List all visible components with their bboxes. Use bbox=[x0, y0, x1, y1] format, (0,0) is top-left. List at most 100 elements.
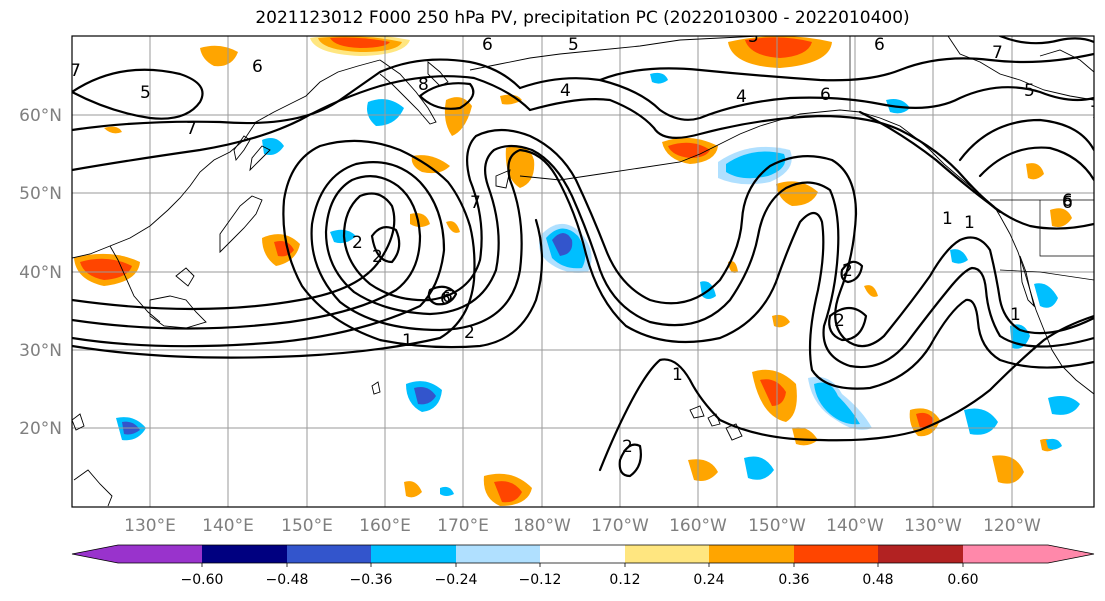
contour-label: 6 bbox=[442, 287, 453, 307]
lon-label: 160°E bbox=[359, 516, 411, 536]
precip-positive-area bbox=[916, 412, 934, 429]
precip-positive-area bbox=[411, 155, 450, 174]
contour-label: 4 bbox=[736, 87, 747, 107]
colorbar-tick-label: −0.60 bbox=[181, 572, 224, 588]
contour-label: 1 bbox=[402, 331, 413, 351]
contour-label: 5 bbox=[568, 35, 579, 55]
graticule bbox=[72, 36, 1094, 507]
colorbar-outline bbox=[71, 544, 1095, 564]
colorbar: −0.60 −0.48 −0.36 −0.24 −0.12 0.12 0.24 … bbox=[71, 544, 1095, 588]
lon-label: 140°E bbox=[202, 516, 254, 536]
contour-label: 6 bbox=[874, 35, 885, 55]
lon-label: 170°W bbox=[591, 516, 649, 536]
precip-negative-area bbox=[262, 138, 284, 155]
precipitation-fills bbox=[74, 36, 1080, 506]
precip-positive-area bbox=[410, 213, 430, 227]
contour-label: 6 bbox=[482, 35, 493, 55]
precip-negative-area bbox=[552, 233, 573, 256]
precip-negative-area bbox=[1048, 396, 1080, 415]
map-title: 2021123012 F000 250 hPa PV, precipitatio… bbox=[255, 8, 910, 28]
colorbar-tick-label: 0.60 bbox=[947, 572, 978, 588]
contour-label: 5 bbox=[1024, 81, 1035, 101]
contour-label: 1 bbox=[964, 213, 975, 233]
contour-label: 4 bbox=[560, 81, 571, 101]
precip-positive-area bbox=[104, 126, 122, 134]
contour-label: 5 bbox=[140, 83, 151, 103]
colorbar-segment bbox=[456, 545, 540, 563]
precip-negative-area bbox=[726, 151, 786, 179]
map-frame bbox=[71, 35, 1095, 508]
lon-label: 150°W bbox=[748, 516, 806, 536]
precip-negative-area bbox=[440, 486, 454, 496]
contour-label: 6 bbox=[1062, 191, 1073, 211]
colorbar-ticks bbox=[201, 563, 964, 567]
colorbar-segment bbox=[963, 545, 1094, 563]
contour-label: 7 bbox=[186, 119, 197, 139]
precip-positive-area bbox=[80, 258, 132, 280]
lon-label: 150°E bbox=[281, 516, 333, 536]
colorbar-segment bbox=[72, 545, 202, 563]
precip-positive-area bbox=[992, 455, 1024, 484]
contour-labels: 7 6 5 7 5 6 4 8 6 5 4 6 6 7 5 7 6 7 2 6 … bbox=[72, 27, 1101, 457]
precip-negative-area bbox=[814, 382, 860, 425]
precip-negative-area bbox=[744, 456, 774, 480]
contour-label: 8 bbox=[418, 75, 429, 95]
contour-label: 7 bbox=[1090, 103, 1101, 123]
colorbar-tick-label: 0.24 bbox=[693, 572, 724, 588]
precip-positive-area bbox=[444, 97, 472, 136]
colorbar-segment bbox=[625, 545, 709, 563]
pv-contours bbox=[72, 36, 1094, 478]
borders bbox=[849, 36, 1094, 281]
colorbar-tick-label: 0.48 bbox=[862, 572, 893, 588]
contour-label: 5 bbox=[748, 27, 759, 47]
precip-positive-area bbox=[745, 37, 812, 58]
colorbar-segment bbox=[540, 545, 625, 563]
precip-positive-area bbox=[864, 285, 878, 297]
lon-label: 170°E bbox=[437, 516, 489, 536]
colorbar-tick-label: 0.12 bbox=[609, 572, 640, 588]
contour-label: 6 bbox=[1062, 193, 1073, 213]
precip-negative-area bbox=[1034, 283, 1058, 308]
contour-label: 6 bbox=[252, 57, 263, 77]
contour-label: 2 bbox=[622, 437, 633, 457]
contour-label: 7 bbox=[992, 43, 1003, 63]
precip-positive-area bbox=[500, 94, 522, 105]
colorbar-tick-label: −0.36 bbox=[350, 572, 393, 588]
colorbar-tick-label: −0.12 bbox=[519, 572, 562, 588]
precip-positive-area bbox=[446, 221, 460, 233]
precip-positive-area bbox=[688, 459, 718, 481]
precip-positive-area bbox=[404, 481, 422, 498]
lat-label: 50°N bbox=[19, 184, 62, 204]
precip-positive-area bbox=[1026, 163, 1044, 180]
colorbar-segment bbox=[878, 545, 963, 563]
longitude-labels: 130°E 140°E 150°E 160°E 170°E 180°W 170°… bbox=[124, 516, 1041, 536]
lon-label: 140°W bbox=[826, 516, 884, 536]
contour-label: 2 bbox=[372, 247, 383, 267]
precip-positive-area bbox=[330, 37, 390, 48]
contour-label: 2 bbox=[352, 233, 363, 253]
contour-label: 1 bbox=[1010, 305, 1021, 325]
coastlines bbox=[72, 36, 1094, 507]
lon-label: 180°W bbox=[513, 516, 571, 536]
precip-negative-area bbox=[950, 249, 968, 264]
contour-label: 1 bbox=[672, 365, 683, 385]
latitude-labels: 60°N 50°N 40°N 30°N 20°N bbox=[19, 106, 62, 439]
contour-label: 7 bbox=[470, 193, 481, 213]
colorbar-segment bbox=[202, 545, 287, 563]
lon-label: 160°W bbox=[669, 516, 727, 536]
colorbar-tick-label: −0.24 bbox=[435, 572, 478, 588]
lon-label: 120°W bbox=[983, 516, 1041, 536]
lon-label: 130°E bbox=[124, 516, 176, 536]
colorbar-tick-label: −0.48 bbox=[266, 572, 309, 588]
colorbar-segment bbox=[371, 545, 456, 563]
colorbar-segment bbox=[287, 545, 371, 563]
contour-label: 2 bbox=[464, 323, 475, 343]
contour-label: 6 bbox=[440, 289, 451, 309]
contour-label: 2 bbox=[842, 261, 853, 281]
precip-negative-area bbox=[1046, 438, 1062, 450]
colorbar-segment bbox=[709, 545, 794, 563]
contour-label: 2 bbox=[834, 311, 845, 331]
precip-negative-area bbox=[650, 72, 668, 84]
lat-label: 60°N bbox=[19, 106, 62, 126]
